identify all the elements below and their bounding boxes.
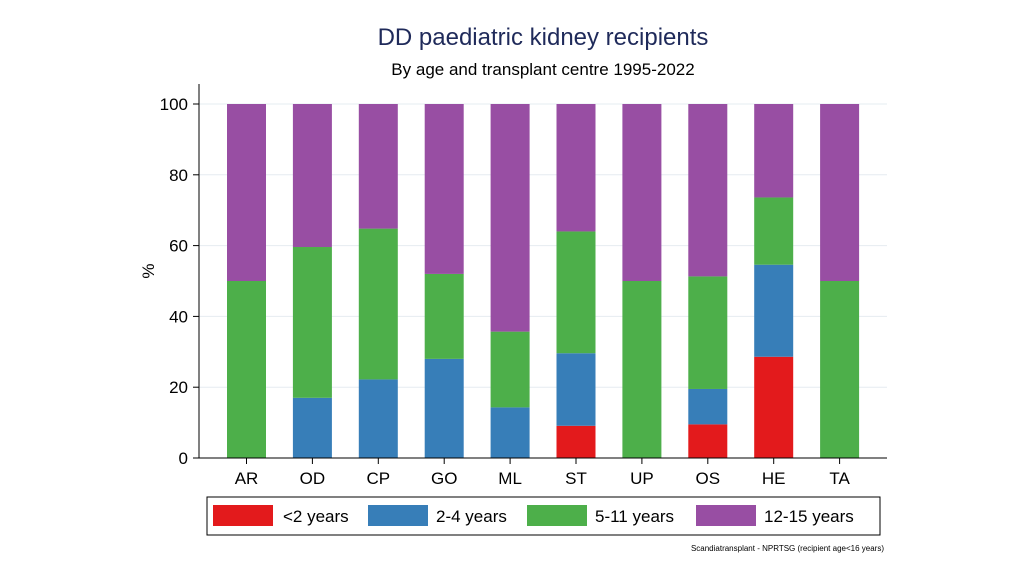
bar-od-series-1 <box>292 397 332 458</box>
x-tick-label-ar: AR <box>235 469 259 488</box>
bar-go-series-2 <box>424 273 464 359</box>
bar-od-series-3 <box>292 104 332 248</box>
legend-swatch-1 <box>368 505 428 526</box>
bar-ta-series-2 <box>820 281 860 458</box>
bar-he-series-3 <box>754 104 794 198</box>
bar-ml-series-3 <box>490 104 530 332</box>
bar-cp-series-1 <box>358 379 398 458</box>
bar-st-series-1 <box>556 353 596 426</box>
x-tick-label-up: UP <box>630 469 654 488</box>
bar-he-series-0 <box>754 356 794 458</box>
y-tick-label: 20 <box>169 378 188 397</box>
bar-ml-series-1 <box>490 407 530 458</box>
bar-ta-series-3 <box>820 104 860 281</box>
x-tick-label-ta: TA <box>829 469 850 488</box>
y-tick-label: 60 <box>169 237 188 256</box>
legend-label-3: 12-15 years <box>764 507 854 526</box>
legend-label-1: 2-4 years <box>436 507 507 526</box>
x-tick-label-od: OD <box>300 469 326 488</box>
bar-ar-series-2 <box>227 281 266 458</box>
source-note: Scandiatransplant - NPRTSG (recipient ag… <box>691 544 884 553</box>
legend-swatch-3 <box>696 505 756 526</box>
legend-swatch-0 <box>213 505 273 526</box>
bar-cp-series-3 <box>358 104 398 229</box>
bar-os-series-2 <box>688 276 728 389</box>
bar-ml-series-2 <box>490 331 530 408</box>
bar-up-series-3 <box>622 104 662 281</box>
y-tick-label: 100 <box>160 95 188 114</box>
bar-he-series-2 <box>754 197 794 265</box>
bar-ar-series-3 <box>227 104 266 281</box>
bar-he-series-1 <box>754 264 794 357</box>
x-tick-label-cp: CP <box>366 469 390 488</box>
bar-st-series-2 <box>556 231 596 354</box>
x-ticks: AR OD CP GO ML ST UP OS HE TA <box>235 458 850 488</box>
x-tick-label-os: OS <box>696 469 721 488</box>
bar-st-series-3 <box>556 104 596 232</box>
bar-go-series-3 <box>424 104 464 274</box>
bar-os-series-1 <box>688 388 728 425</box>
x-tick-label-he: HE <box>762 469 786 488</box>
bar-os-series-0 <box>688 424 728 458</box>
bar-os-series-3 <box>688 104 728 277</box>
y-tick-label: 80 <box>169 166 188 185</box>
bar-od-series-2 <box>292 247 332 398</box>
bar-cp-series-2 <box>358 228 398 380</box>
bar-st-series-0 <box>556 425 596 458</box>
chart-title: DD paediatric kidney recipients <box>378 24 709 51</box>
bar-up-series-2 <box>622 281 662 458</box>
x-tick-label-st: ST <box>565 469 587 488</box>
chart-subtitle: By age and transplant centre 1995-2022 <box>391 60 694 79</box>
y-tick-label: 0 <box>179 449 188 468</box>
y-ticks: 0 20 40 60 80 100 <box>160 95 199 468</box>
y-axis-label: % <box>139 263 158 278</box>
y-tick-label: 40 <box>169 307 188 326</box>
legend-label-0: <2 years <box>283 507 349 526</box>
x-tick-label-go: GO <box>431 469 457 488</box>
legend-swatch-2 <box>527 505 587 526</box>
legend: <2 years 2-4 years 5-11 years 12-15 years <box>206 496 881 536</box>
bar-go-series-1 <box>424 358 464 458</box>
x-tick-label-ml: ML <box>498 469 522 488</box>
bars <box>227 104 860 458</box>
axes <box>198 84 887 459</box>
legend-label-2: 5-11 years <box>595 507 674 526</box>
